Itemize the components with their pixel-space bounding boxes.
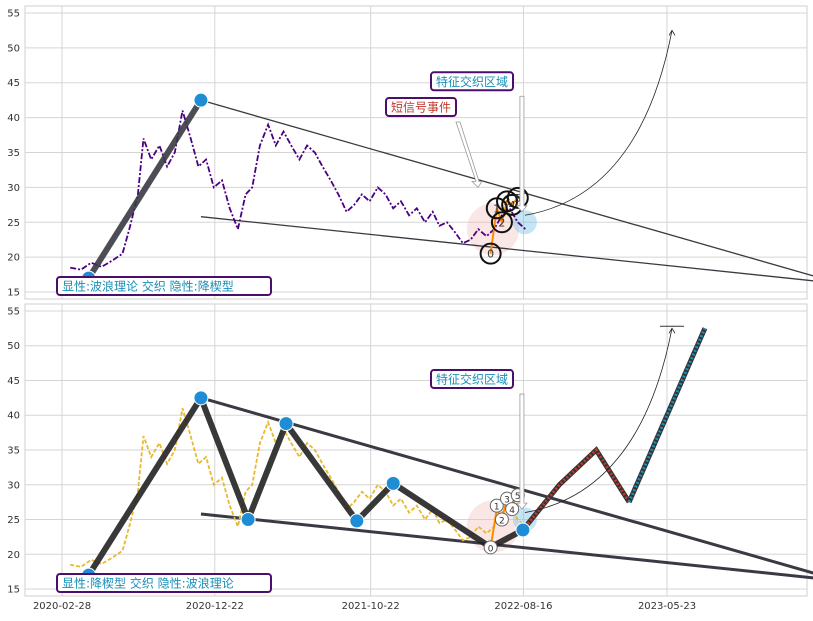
- wave-label-text: 2: [499, 517, 505, 527]
- y-tick-label: 45: [7, 376, 20, 387]
- pivot-point: [278, 416, 294, 432]
- y-tick-label: 40: [7, 113, 20, 124]
- target-arrow-curve: [524, 30, 673, 216]
- annotation-frame: [56, 573, 272, 593]
- wave-label-text: 2: [498, 216, 505, 229]
- wave-label-circle: [505, 502, 520, 517]
- annotation-frame: [56, 276, 272, 296]
- annotation-text: 特征交织区域: [436, 74, 508, 89]
- annotation-text: 短信号事件: [391, 101, 451, 115]
- wave-label-text: 3: [504, 195, 511, 208]
- y-tick-label: 45: [7, 78, 20, 89]
- wave-label-text: 4: [509, 506, 515, 516]
- target-arrow-head: [668, 29, 676, 36]
- pivot-point: [385, 475, 401, 491]
- y-tick-label: 30: [7, 183, 20, 194]
- annotation-box: 显性:降楔型 交织 隐性:波浪理论: [56, 573, 272, 593]
- wave-label-circle: [506, 186, 529, 209]
- y-tick-label: 20: [7, 253, 20, 264]
- annotation-frame: [385, 97, 457, 117]
- wave-label-circle: [489, 498, 504, 513]
- annotation-text: 显性:降楔型 交织 隐性:波浪理论: [62, 576, 234, 591]
- x-tick-label: 2020-02-28: [33, 601, 91, 612]
- y-tick-label: 25: [7, 218, 20, 229]
- y-tick-label: 40: [7, 411, 20, 422]
- price-series-line: [70, 110, 527, 271]
- wave-label-text: 0: [488, 544, 494, 554]
- y-tick-label: 15: [7, 585, 20, 596]
- trendline: [200, 512, 813, 580]
- x-tick-label: 2020-12-22: [186, 601, 244, 612]
- pivot-point: [240, 512, 256, 528]
- wave-label-text: 1: [493, 202, 500, 215]
- projection-line: [521, 447, 631, 531]
- annotation-pointer: [455, 121, 483, 189]
- target-arrow-head: [668, 327, 676, 334]
- wave-label-text: 3: [504, 496, 510, 506]
- wave-label-text: 1: [494, 503, 500, 513]
- wave-label-circle: [496, 190, 519, 213]
- wave-label-circle: [490, 211, 513, 234]
- y-tick-label: 55: [7, 8, 20, 19]
- wave-label-text: 5: [514, 192, 521, 205]
- y-tick-label: 35: [7, 446, 20, 457]
- annotation-pointer: [516, 95, 528, 213]
- trendline: [200, 216, 813, 282]
- wave-label-circle: [483, 540, 498, 555]
- wave-label-text: 0: [487, 248, 494, 261]
- annotation-text: 显性:波浪理论 交织 隐性:降楔型: [62, 279, 234, 294]
- y-tick-label: 50: [7, 341, 20, 352]
- wave-label-circle: [479, 242, 502, 265]
- pivot-point: [515, 522, 531, 538]
- y-tick-label: 20: [7, 550, 20, 561]
- annotation-text: 特征交织区域: [436, 372, 508, 387]
- target-arrow-curve: [524, 328, 673, 513]
- wave-label-circle: [494, 512, 509, 527]
- pivot-point: [349, 513, 365, 529]
- annotation-frame: [430, 71, 514, 92]
- x-tick-label: 2023-05-23: [638, 601, 696, 612]
- y-tick-label: 15: [7, 288, 20, 299]
- glow-region-blue: [512, 210, 537, 235]
- pivot-point: [193, 390, 209, 406]
- y-tick-label: 25: [7, 515, 20, 526]
- x-tick-label: 2021-10-22: [342, 601, 400, 612]
- projection-line-bg: [626, 327, 708, 504]
- wave-line: [86, 98, 204, 280]
- annotation-box: 特征交织区域: [430, 71, 528, 213]
- annotation-pointer: [516, 393, 528, 510]
- annotation-box: 显性:波浪理论 交织 隐性:降楔型: [56, 276, 272, 296]
- wave-label-text: 5: [515, 492, 521, 502]
- wave-line: [86, 394, 525, 577]
- panel-top: 152025303540455055012345特征交织区域短信号事件显性:波浪…: [7, 5, 813, 300]
- annotation-box: 特征交织区域: [430, 369, 528, 510]
- y-tick-label: 35: [7, 148, 20, 159]
- y-tick-label: 55: [7, 306, 20, 317]
- x-tick-label: 2022-08-16: [494, 601, 552, 612]
- annotation-box: 短信号事件: [385, 97, 483, 189]
- y-tick-label: 50: [7, 43, 20, 54]
- pivot-point: [193, 92, 209, 108]
- y-tick-label: 30: [7, 480, 20, 491]
- annotation-frame: [430, 369, 514, 390]
